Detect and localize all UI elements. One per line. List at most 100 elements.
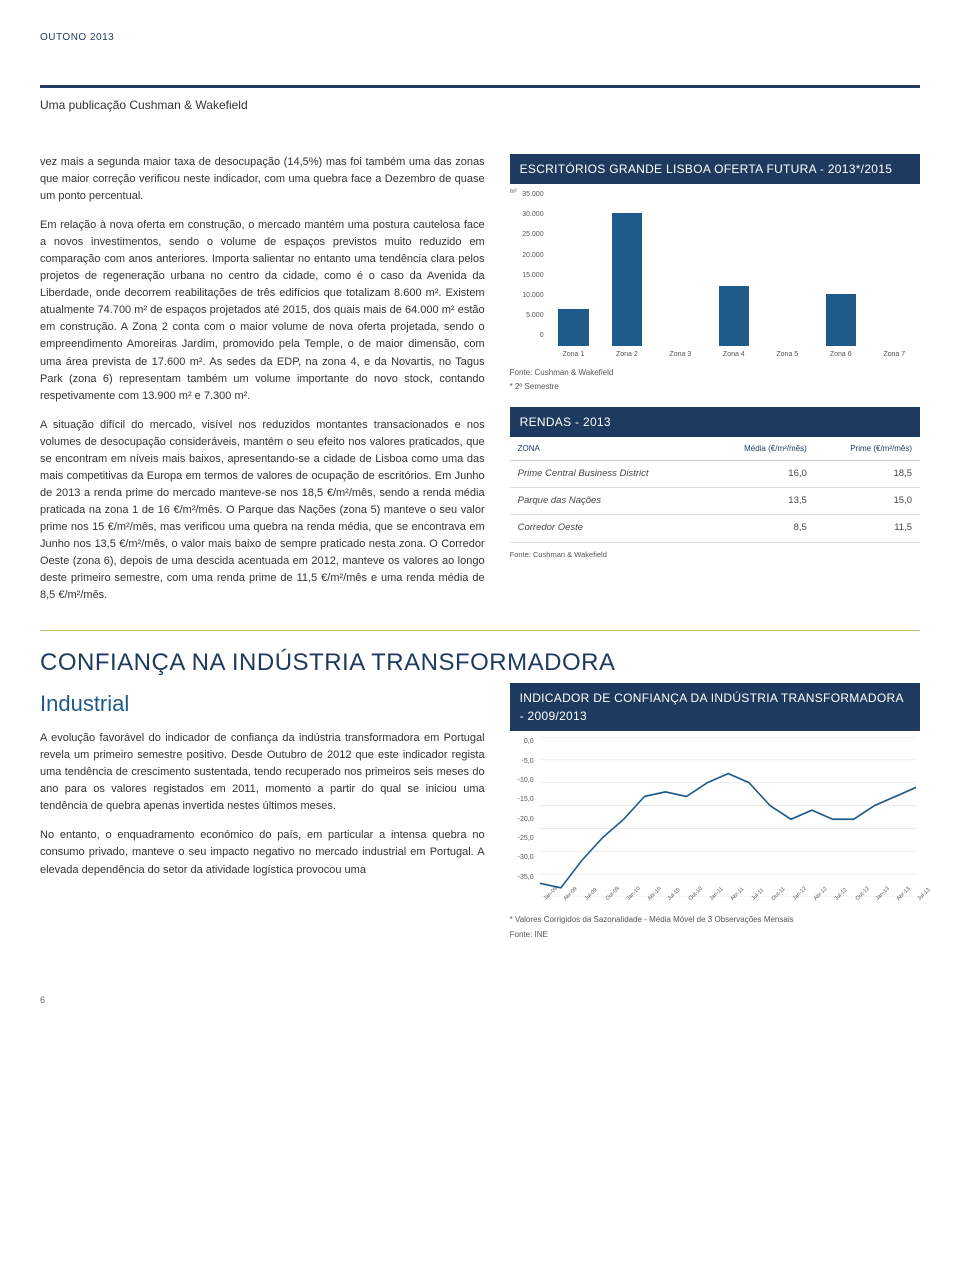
cell-zone: Corredor Oeste	[510, 515, 709, 542]
cell-zone: Prime Central Business District	[510, 460, 709, 487]
bar-ytick: 5.000	[514, 311, 544, 322]
line-xtick: Jul-09	[583, 897, 589, 903]
bar-label: Zona 5	[776, 350, 798, 361]
line-ytick: -20,0	[510, 815, 534, 826]
col-zone: ZONA	[510, 437, 709, 461]
bar-ytick: 25.000	[514, 230, 544, 241]
bar-ytick: 20.000	[514, 251, 544, 262]
main-columns: vez mais a segunda maior taxa de desocup…	[40, 154, 920, 604]
col-media: Média (€/m²/mês)	[708, 437, 814, 461]
industrial-p1: A evolução favorável do indicador de con…	[40, 730, 485, 815]
bar-ytick: 10.000	[514, 291, 544, 302]
bar-label: Zona 3	[669, 350, 691, 361]
line-ytick: 0,0	[510, 737, 534, 748]
line-chart-title: INDICADOR DE CONFIANÇA DA INDÚSTRIA TRAN…	[510, 683, 920, 731]
line-xtick: Abr-13	[895, 897, 901, 903]
cell-media: 8,5	[708, 515, 814, 542]
col-prime: Prime (€/m²/mês)	[815, 437, 920, 461]
cell-prime: 11,5	[815, 515, 920, 542]
section-divider	[40, 630, 920, 631]
bar-chart-area: m² 35.00030.00025.00020.00015.00010.0005…	[510, 184, 920, 364]
bar-wrap: Zona 5	[766, 346, 809, 361]
bar-chart-foot2: * 2º Semestre	[510, 382, 920, 392]
rendas-table: ZONA Média (€/m²/mês) Prime (€/m²/mês) P…	[510, 437, 920, 543]
period-label: OUTONO 2013	[40, 30, 920, 45]
paragraph-3: A situação difícil do mercado, visível n…	[40, 417, 485, 605]
bar-label: Zona 6	[830, 350, 852, 361]
bar-ytick: 0	[514, 331, 544, 342]
line-xtick: Abr-11	[729, 897, 735, 903]
line-xtick: Out-10	[687, 897, 693, 903]
line-xtick: Jan-10	[625, 897, 631, 903]
line-ytick: -30,0	[510, 853, 534, 864]
header-divider	[40, 85, 920, 88]
rendas-block: RENDAS - 2013 ZONA Média (€/m²/mês) Prim…	[510, 407, 920, 560]
industrial-columns: Industrial A evolução favorável do indic…	[40, 683, 920, 954]
line-xtick: Abr-09	[562, 897, 568, 903]
bar-chart: m² 35.00030.00025.00020.00015.00010.0005…	[514, 190, 916, 360]
line-xtick: Out-11	[770, 897, 776, 903]
table-row: Prime Central Business District16,018,5	[510, 460, 920, 487]
table-row: Corredor Oeste8,511,5	[510, 515, 920, 542]
line-series	[540, 774, 916, 888]
bar-wrap: Zona 4	[712, 286, 755, 361]
line-y-axis: 0,0-5,0-10,0-15,0-20,0-25,0-30,0-35,0	[510, 737, 538, 883]
bar-chart-block: ESCRITÓRIOS GRANDE LISBOA OFERTA FUTURA …	[510, 154, 920, 393]
line-x-labels: Jan-09 Abr-09 Jul-09 Out-09 Jan-10 Abr-10 Jul-…	[540, 897, 916, 905]
line-chart-col: INDICADOR DE CONFIANÇA DA INDÚSTRIA TRAN…	[510, 683, 920, 954]
paragraph-1: vez mais a segunda maior taxa de desocup…	[40, 154, 485, 205]
line-ytick: -35,0	[510, 873, 534, 884]
paragraph-2: Em relação à nova oferta em construção, …	[40, 217, 485, 405]
line-xtick: Out-12	[854, 897, 860, 903]
line-xtick: Jan-13	[874, 897, 880, 903]
rendas-foot: Fonte: Cushman & Wakefield	[510, 549, 920, 560]
bar-label: Zona 4	[723, 350, 745, 361]
bar	[612, 213, 642, 346]
text-column: vez mais a segunda maior taxa de desocup…	[40, 154, 485, 604]
bar-ytick: 30.000	[514, 210, 544, 221]
line-ytick: -15,0	[510, 795, 534, 806]
cell-media: 13,5	[708, 488, 814, 515]
bar-wrap: Zona 1	[552, 309, 595, 360]
industrial-subheading: Industrial	[40, 687, 485, 720]
bar-wrap: Zona 7	[873, 346, 916, 361]
line-xtick: Jan-09	[542, 897, 548, 903]
bar-ytick: 15.000	[514, 271, 544, 282]
cell-prime: 18,5	[815, 460, 920, 487]
bar-wrap: Zona 2	[605, 213, 648, 360]
page-number: 6	[40, 994, 920, 1008]
bar	[558, 309, 588, 346]
bar-label: Zona 2	[616, 350, 638, 361]
bar-y-axis: 35.000 30.000 25.000 20.000 15.000 10.000 5.00…	[514, 190, 548, 342]
line-xtick: Jan-11	[708, 897, 714, 903]
line-ytick: -5,0	[510, 757, 534, 768]
line-ytick: -25,0	[510, 834, 534, 845]
bar	[826, 294, 856, 345]
bar-wrap: Zona 3	[659, 346, 702, 361]
charts-column: ESCRITÓRIOS GRANDE LISBOA OFERTA FUTURA …	[510, 154, 920, 604]
rendas-title: RENDAS - 2013	[510, 407, 920, 437]
industrial-text: Industrial A evolução favorável do indic…	[40, 683, 485, 954]
industrial-p2: No entanto, o enquadramento económico do…	[40, 827, 485, 878]
bar-label: Zona 1	[562, 350, 584, 361]
line-xtick: Jul-12	[833, 897, 839, 903]
bar	[719, 286, 749, 346]
cell-media: 16,0	[708, 460, 814, 487]
line-chart-foot1: * Valores Corrigidos da Sazonalidade - M…	[510, 915, 920, 925]
line-xtick: Jul-10	[666, 897, 672, 903]
publication-line: Uma publicação Cushman & Wakefield	[40, 96, 920, 114]
section-heading: CONFIANÇA NA INDÚSTRIA TRANSFORMADORA	[40, 645, 920, 681]
line-chart-area: 0,0-5,0-10,0-15,0-20,0-25,0-30,0-35,0 Ja…	[510, 731, 920, 911]
line-xtick: Abr-10	[646, 897, 652, 903]
bar-chart-title: ESCRITÓRIOS GRANDE LISBOA OFERTA FUTURA …	[510, 154, 920, 184]
cell-zone: Parque das Nações	[510, 488, 709, 515]
line-xtick: Jul-13	[916, 897, 922, 903]
line-chart-svg	[540, 737, 916, 897]
bar-ytick: 35.000	[514, 190, 544, 201]
line-xtick: Jul-11	[750, 897, 756, 903]
cell-prime: 15,0	[815, 488, 920, 515]
line-xtick: Out-09	[604, 897, 610, 903]
line-chart-foot2: Fonte: INE	[510, 930, 920, 940]
table-row: Parque das Nações13,515,0	[510, 488, 920, 515]
bar-label: Zona 7	[883, 350, 905, 361]
